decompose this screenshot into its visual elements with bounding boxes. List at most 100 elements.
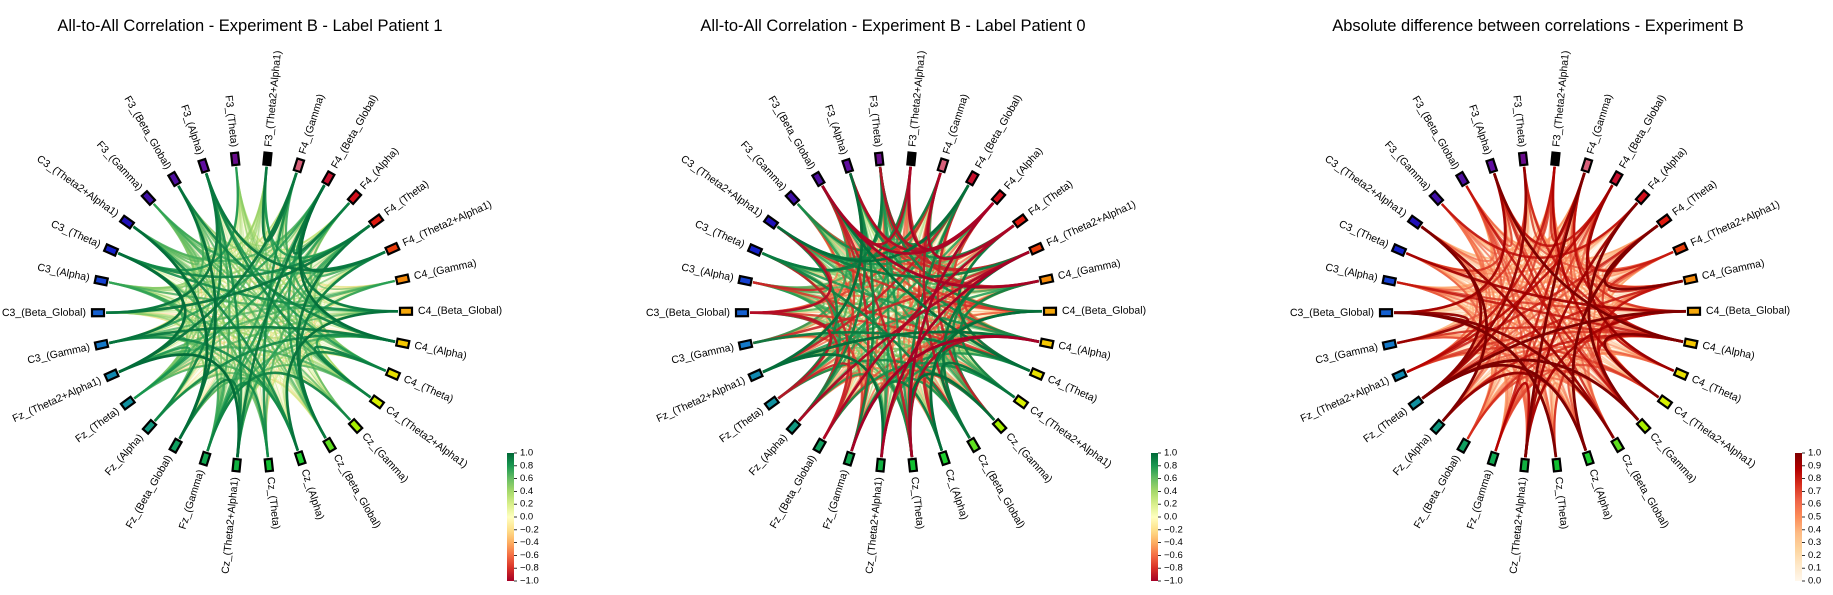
node-label: Cz_(Theta2+Alpha1) [220,477,242,575]
node-label: F4_(Theta2+Alpha1) [1689,198,1782,249]
node-marker [368,394,386,410]
node-label: C4_(Alpha) [1701,340,1755,363]
node-label: Cz_(Gamma) [359,431,410,486]
node-label: F4_(Gamma) [941,93,971,156]
node-marker [197,157,211,174]
connection-edge [1393,172,1507,315]
node-label: F3_(Beta_Global) [1409,94,1461,172]
node-marker [1406,214,1424,230]
node-marker [103,368,120,383]
connection-edge [109,325,396,345]
node-marker [747,368,764,383]
colorbar-tick-label: 0.1 [1808,563,1821,574]
node-label: C3_(Gamma) [26,341,91,366]
node-marker [991,417,1008,435]
node-label: C4_(Beta_Global) [1062,305,1146,317]
node-marker [1042,306,1058,316]
chord-panel-patient-0: All-to-All Correlation - Experiment B - … [646,17,1183,587]
node-marker [1517,151,1529,167]
colorbar: 1.00.8 0.6 0.4 0.2 0.0−0.2 −0.4 −0.6 −0.8 −1.0 [507,448,539,587]
node-marker [384,241,401,256]
node-label: Cz_(Alpha) [943,468,971,522]
connection-edge [118,353,241,458]
colorbar-tick-label: −0.8 [1164,563,1183,574]
colorbar-tick-label: 0.0 [520,512,533,523]
node-label: C4_(Alpha) [1057,340,1111,363]
colorbar: 1.00.8 0.6 0.4 0.2 0.0−0.2 −0.4 −0.6 −0.8 −1.0 [1151,448,1183,587]
connection-edge [1420,225,1488,422]
colorbar-tick-label: −0.2 [520,524,539,535]
edge-layer [105,166,399,458]
node-marker [1038,273,1055,286]
colorbar-tick-label: −0.4 [1164,537,1183,548]
node-marker [93,274,110,287]
colorbar-tick-label: −0.4 [520,537,539,548]
node-marker [347,417,364,435]
node-label: Fz_(Alpha) [1391,432,1434,478]
node-label: C4_(Theta) [1046,373,1099,405]
node-marker [906,151,917,167]
node-marker [875,457,886,473]
node-label: F3_(Alpha) [1466,103,1494,156]
node-label: Cz_(Alpha) [1587,468,1615,522]
node-marker [1011,212,1029,229]
connection-edge [761,252,1040,343]
connection-edge [821,185,1039,289]
node-marker [936,157,950,174]
node-marker [763,395,781,412]
node-marker [1580,157,1594,174]
node-marker [394,337,411,350]
node-label: C4_(Theta) [1690,373,1743,405]
node-marker [1390,242,1408,258]
node-label: F4_(Theta2+Alpha1) [1045,198,1138,249]
node-marker [1682,273,1699,286]
node-label: C3_(Theta2+Alpha1) [678,153,764,220]
colorbar-tick-label: −0.6 [520,550,539,561]
node-marker [231,457,242,473]
node-marker [1656,394,1674,410]
connection-edge [206,371,352,452]
colorbar-tick-label: 0.2 [1164,499,1177,510]
colorbar-tick-label: 0.4 [520,486,533,497]
node-label: C3_(Beta_Global) [2,307,86,319]
connection-edge [959,279,1039,399]
node-marker [1485,157,1499,174]
colorbar-tick-label: −1.0 [520,576,539,587]
connection-edge [926,172,1015,261]
colorbar-tick-label: 0.2 [1808,550,1821,561]
colorbar-tick-label: 1.0 [1164,448,1177,459]
node-label: Cz_(Beta_Global) [975,452,1027,530]
node-marker [1381,274,1398,287]
node-label: F4_(Alpha) [1002,145,1046,192]
node-marker [937,450,951,467]
node-marker [990,188,1007,206]
panel-title: All-to-All Correlation - Experiment B - … [700,17,1085,35]
connection-edge [1492,172,1684,344]
node-label: Cz_(Beta_Global) [331,452,383,530]
node-marker [907,457,919,473]
node-label: Cz_(Theta) [908,476,926,530]
node-marker [1519,457,1530,473]
node-marker [93,338,110,351]
connection-edge [753,250,1030,345]
node-label: F4_(Theta) [1670,178,1719,218]
connection-edge [880,250,1030,458]
node-marker [118,214,136,230]
node-marker [1428,189,1445,207]
colorbar-tick-label: 0.4 [1808,524,1821,535]
node-marker [746,242,764,258]
node-label: Fz_(Gamma) [821,468,851,531]
node-label: C4_(Beta_Global) [418,305,502,317]
colorbar-gradient [1151,453,1158,581]
node-label: Fz_(Theta) [1361,405,1409,445]
node-label: F4_(Gamma) [297,93,327,156]
node-label: F4_(Beta_Global) [973,93,1024,171]
node-label: F3_(Theta) [222,95,240,148]
connection-edge [236,184,326,458]
node-marker [322,436,338,454]
node-label: C4_(Gamma) [1057,257,1122,282]
node-label: F4_(Beta_Global) [329,93,380,171]
node-label: Cz_(Theta) [264,476,282,530]
node-label: Fz_(Beta_Global) [768,453,819,530]
colorbar-tick-label: −1.0 [1164,576,1183,587]
